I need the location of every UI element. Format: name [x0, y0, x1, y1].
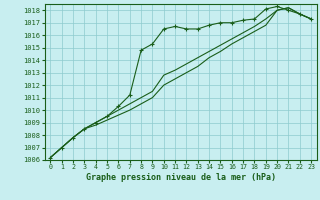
- X-axis label: Graphe pression niveau de la mer (hPa): Graphe pression niveau de la mer (hPa): [86, 173, 276, 182]
